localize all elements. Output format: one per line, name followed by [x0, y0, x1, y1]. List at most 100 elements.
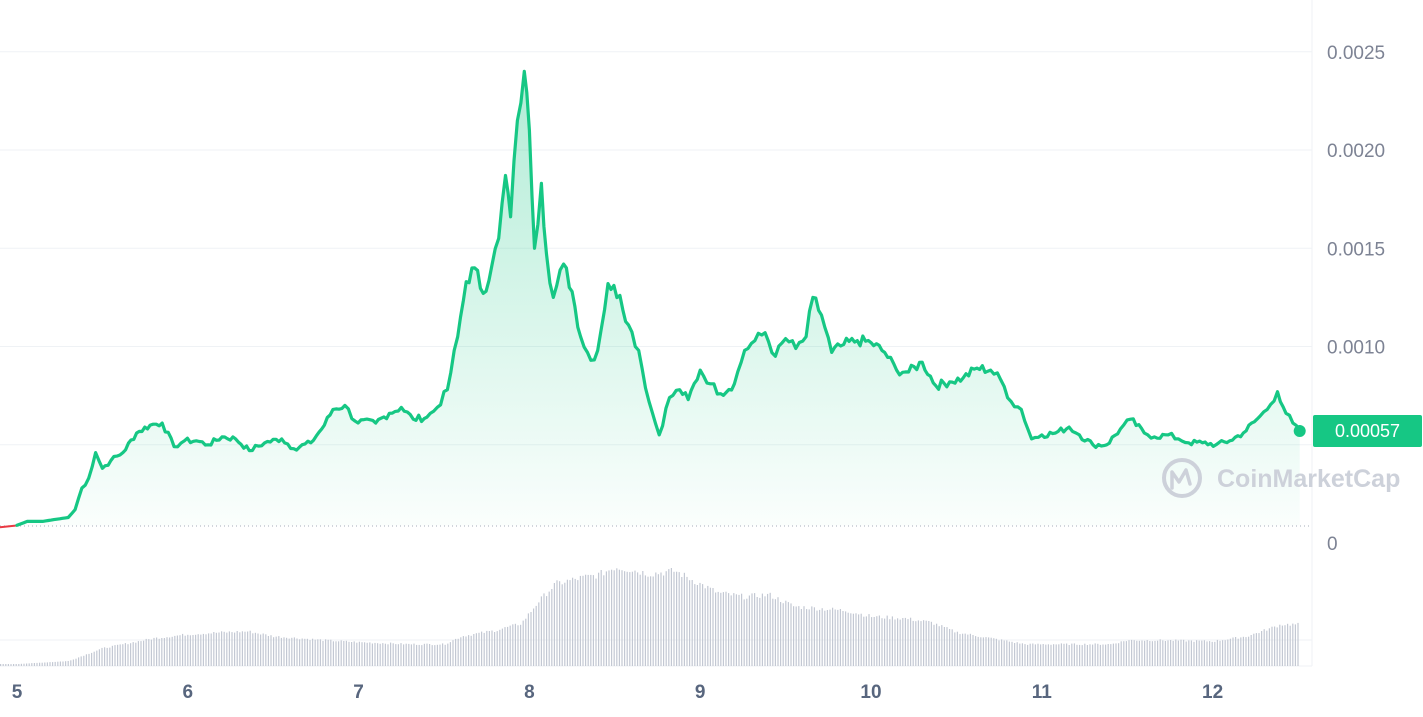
volume-bar	[577, 580, 579, 666]
volume-bar	[314, 639, 316, 666]
volume-bar	[377, 643, 379, 666]
x-tick-label: 12	[1202, 682, 1223, 703]
volume-bar	[863, 616, 865, 666]
volume-bar	[475, 633, 477, 666]
volume-bar	[182, 633, 184, 666]
volume-bar	[1120, 641, 1122, 666]
volume-bar	[686, 576, 688, 666]
volume-bar	[865, 616, 867, 666]
volume-bar	[572, 577, 574, 666]
volume-bar	[439, 644, 441, 666]
volume-bar	[829, 609, 831, 666]
volume-bar	[933, 624, 935, 666]
volume-bar	[1203, 640, 1205, 666]
volume-bar	[1167, 640, 1169, 666]
volume-bar	[231, 632, 233, 666]
volume-bar	[418, 644, 420, 666]
y-tick-label: 0.0025	[1327, 43, 1385, 64]
volume-bar	[1297, 622, 1299, 666]
volume-bar	[275, 636, 277, 666]
volume-bar	[969, 633, 971, 666]
volume-bar	[847, 612, 849, 666]
price-line[interactable]	[15, 69, 1302, 527]
y-tick-label: 0.0020	[1327, 141, 1385, 162]
volume-bar	[1055, 644, 1057, 666]
volume-bar	[1253, 633, 1255, 666]
volume-bar	[819, 609, 821, 666]
volume-bar	[447, 643, 449, 666]
volume-bar	[496, 631, 498, 666]
volume-bar	[1073, 643, 1075, 666]
x-tick-label: 9	[695, 682, 706, 703]
volume-bar	[1219, 640, 1221, 666]
volume-bar	[41, 662, 43, 666]
volume-bar	[954, 632, 956, 666]
volume-bar	[223, 631, 225, 666]
volume-bar	[156, 637, 158, 666]
volume-bar	[930, 621, 932, 666]
y-tick-label: 0	[1327, 534, 1338, 555]
volume-bar	[252, 633, 254, 666]
volume-bar	[36, 662, 38, 666]
volume-bar	[657, 574, 659, 666]
volume-bar	[894, 619, 896, 666]
volume-bar	[1128, 640, 1130, 666]
volume-bar	[1102, 644, 1104, 666]
volume-bar	[96, 650, 98, 666]
volume-bar	[761, 593, 763, 666]
volume-bar	[364, 642, 366, 666]
volume-bar	[309, 640, 311, 666]
volume-bar	[304, 638, 306, 666]
volume-bar	[660, 572, 662, 666]
volume-bar	[699, 582, 701, 666]
volume-bar	[795, 606, 797, 666]
volume-bar	[491, 630, 493, 666]
volume-bar	[88, 653, 90, 666]
volume-bar	[603, 575, 605, 666]
volume-bar	[1250, 635, 1252, 666]
volume-bar	[977, 636, 979, 666]
volume-bar	[975, 636, 977, 666]
volume-bar	[481, 631, 483, 666]
volume-bar	[46, 662, 48, 666]
volume-bar	[764, 596, 766, 666]
volume-bar	[1180, 639, 1182, 666]
volume-bar	[1154, 640, 1156, 666]
volume-bar	[306, 638, 308, 666]
volume-bar	[1107, 644, 1109, 666]
volume-bar	[135, 642, 137, 666]
volume-bar	[707, 585, 709, 666]
volume-bar	[512, 624, 514, 666]
volume-bar	[522, 620, 524, 666]
volume-bar	[28, 663, 30, 666]
volume-bar	[299, 639, 301, 666]
volume-bar	[842, 611, 844, 666]
volume-bar	[832, 607, 834, 666]
volume-bar	[335, 641, 337, 666]
volume-bar	[595, 578, 597, 666]
volume-bar	[1268, 628, 1270, 666]
volume-bar	[668, 569, 670, 666]
volume-bar	[322, 641, 324, 666]
volume-bar	[782, 603, 784, 666]
volume-bar	[1027, 644, 1029, 666]
volume-bar	[1076, 644, 1078, 666]
volume-bar	[949, 629, 951, 666]
volume-bar	[1138, 640, 1140, 666]
volume-bar	[850, 613, 852, 666]
volume-bar	[374, 642, 376, 666]
volume-bar	[910, 617, 912, 666]
volume-bar	[837, 609, 839, 666]
current-price-dot[interactable]	[1293, 425, 1306, 437]
volume-bar	[995, 638, 997, 666]
volume-bar	[533, 608, 535, 666]
volume-bar	[75, 658, 77, 666]
volume-bar	[1287, 623, 1289, 666]
volume-bar	[369, 642, 371, 666]
volume-bar	[876, 616, 878, 666]
volume-bar	[774, 599, 776, 666]
volume-bar	[1133, 640, 1135, 666]
volume-bar	[171, 636, 173, 666]
volume-bar	[806, 609, 808, 666]
